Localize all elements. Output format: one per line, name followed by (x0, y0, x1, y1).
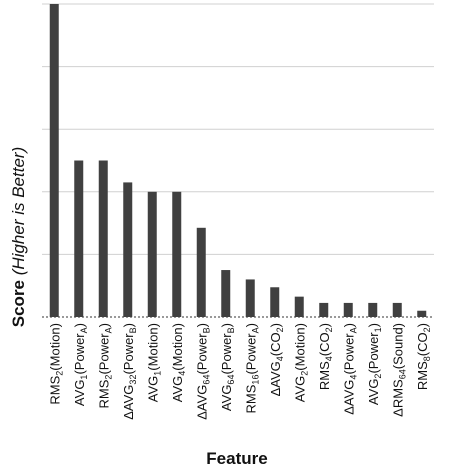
x-axis-title: Feature (0, 449, 474, 469)
bar (270, 287, 279, 317)
bar (319, 303, 328, 317)
x-tick-label: AVG4(Motion) (170, 323, 187, 402)
x-tick-label: AVG2(Motion) (292, 323, 309, 402)
x-tick-label: ΔAVG4(CO2) (268, 323, 285, 396)
x-tick-label: AVG2(Power1) (366, 323, 383, 405)
x-tick-label: ΔAVG4(PowerA) (341, 323, 358, 415)
bar (197, 228, 206, 317)
x-tick-label: AVG64(PowerB) (219, 323, 236, 411)
bar (172, 192, 181, 317)
bar (393, 303, 402, 317)
bar (221, 270, 230, 317)
x-tick-label: RMS4(CO2) (317, 323, 334, 390)
bar (50, 4, 59, 317)
x-tick-label: RMS16(PowerA) (243, 323, 260, 413)
bar (368, 303, 377, 317)
x-tick-label: AVG1(Motion) (145, 323, 162, 402)
x-tick-label: RMS2(Motion) (47, 323, 64, 405)
x-tick-label: ΔAVG32(PowerB) (121, 323, 138, 420)
x-tick-label: ΔAVG64(PowerB) (194, 323, 211, 420)
bar (123, 182, 132, 317)
bar (74, 161, 83, 318)
bar (246, 279, 255, 317)
bar (295, 297, 304, 317)
x-tick-label: RMS8(CO2) (415, 323, 432, 390)
x-tick-label: ΔRMS64(Sound) (390, 323, 407, 417)
x-tick-label: AVG1(PowerA) (72, 323, 89, 406)
bar (344, 303, 353, 317)
bar (417, 311, 426, 317)
x-tick-label: RMS2(PowerA) (96, 323, 113, 408)
bar (99, 161, 108, 318)
bar (148, 192, 157, 317)
